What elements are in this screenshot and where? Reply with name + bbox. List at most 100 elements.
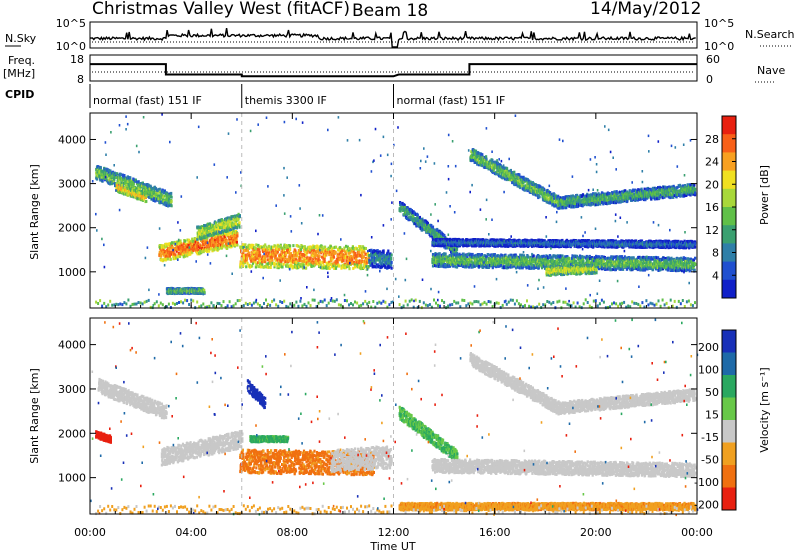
data-cell [359, 259, 361, 262]
data-cell [329, 263, 331, 266]
station-title: Christmas Valley West (fitACF) [92, 0, 350, 19]
data-cell [226, 247, 228, 250]
data-cell [417, 214, 419, 217]
data-cell [487, 253, 489, 256]
data-cell [533, 254, 535, 257]
data-cell [354, 265, 356, 268]
data-cell [242, 264, 244, 267]
data-cell [281, 265, 283, 268]
data-cell [333, 256, 335, 259]
nsky-line [90, 28, 696, 47]
data-cell [338, 265, 340, 268]
nsky-trace [90, 28, 696, 47]
data-cell [292, 244, 294, 247]
data-cell [171, 204, 173, 207]
data-cell [257, 265, 259, 268]
data-cell [113, 178, 115, 181]
data-cell [251, 265, 253, 268]
data-cell [246, 262, 248, 265]
data-cell [109, 170, 111, 173]
cpid-label: CPID [5, 88, 34, 101]
data-cell [379, 257, 381, 260]
nsky-tick-bottom: 10^0 [56, 40, 86, 53]
power-heatmap [92, 113, 696, 309]
data-cell [238, 226, 240, 229]
data-cell [129, 176, 131, 179]
data-cell [204, 224, 206, 227]
data-cell [268, 245, 270, 248]
data-cell [170, 258, 172, 261]
data-cell [244, 243, 246, 246]
data-cell [443, 260, 445, 263]
data-cell [495, 254, 497, 257]
data-cell [335, 251, 337, 254]
data-cell [167, 258, 169, 261]
nsky-tick-top: 10^5 [56, 17, 86, 30]
data-cell [481, 253, 483, 256]
beam-label: Beam 18 [352, 1, 428, 21]
date-label: 14/May/2012 [590, 0, 702, 19]
freq-tick-top: 18 [70, 53, 84, 66]
nave-tick-bottom: 0 [706, 73, 713, 86]
data-cell [171, 241, 173, 244]
data-cell [319, 261, 321, 264]
data-cell [120, 173, 122, 176]
freq-panel: 18 8 60 0 [70, 53, 720, 86]
data-cell [159, 188, 161, 191]
data-cell [145, 200, 147, 203]
data-cell [458, 253, 460, 256]
data-cell [274, 262, 276, 265]
data-cell [255, 243, 257, 246]
nave-label: Nave [757, 64, 785, 77]
data-cell [329, 267, 331, 270]
cpid-bar: normal (fast) 151 IF themis 3300 IF normal… [90, 84, 505, 108]
nsky-label: N.Sky [5, 32, 37, 45]
data-cell [391, 254, 393, 257]
data-cell [311, 265, 313, 268]
data-cell [303, 254, 305, 257]
data-cell [133, 183, 135, 186]
data-cell [453, 254, 455, 257]
data-cell [100, 166, 102, 169]
data-cell [648, 256, 650, 259]
data-cell [288, 259, 290, 262]
data-cell [157, 192, 159, 195]
data-cell [363, 255, 365, 258]
cpid-segment-2: normal (fast) 151 IF [397, 94, 506, 107]
data-cell [259, 251, 261, 254]
data-cell [391, 261, 393, 264]
data-cell [265, 258, 267, 261]
data-cell [391, 267, 393, 270]
data-cell [324, 258, 326, 261]
data-cell [365, 247, 367, 250]
data-cell [238, 221, 240, 224]
data-cell [169, 255, 171, 258]
data-cell [171, 200, 173, 203]
data-cell [171, 196, 173, 199]
data-cell [343, 259, 345, 262]
data-cell [305, 267, 307, 270]
data-cell [630, 256, 632, 259]
data-cell [581, 255, 583, 258]
nsearch-label: N.Search [745, 28, 795, 41]
data-cell [310, 257, 312, 260]
data-cell [313, 252, 315, 255]
data-cell [280, 263, 282, 266]
data-cell [335, 246, 337, 249]
data-cell [633, 256, 635, 259]
data-cell [439, 252, 441, 255]
cpid-segment-1: themis 3300 IF [245, 94, 327, 107]
data-cell [360, 264, 362, 267]
data-cell [236, 244, 238, 247]
nave-tick-top: 60 [706, 53, 720, 66]
data-cell [456, 248, 458, 251]
data-cell [278, 248, 280, 251]
data-cell [271, 256, 273, 259]
data-cell [548, 260, 550, 263]
data-cell [319, 255, 321, 258]
data-cell [236, 234, 238, 237]
data-cell [145, 195, 147, 198]
data-cell [515, 266, 517, 269]
